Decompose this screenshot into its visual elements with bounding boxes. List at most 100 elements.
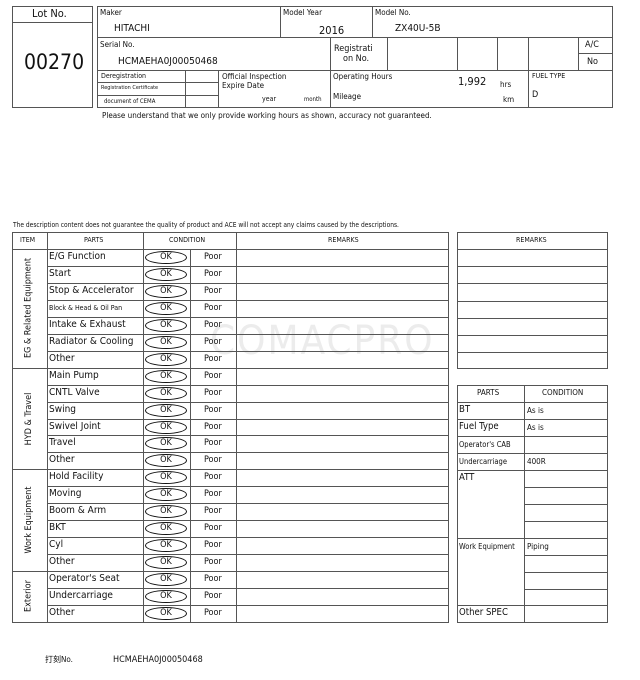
spec-condition: As is [527,406,544,415]
fuel-type-value: D [532,90,539,100]
section-label: Work Equipment [23,486,34,554]
part-name: Other [49,556,75,568]
section-label: HYD & Travel [23,392,34,445]
poor-option: Poor [204,302,222,313]
part-name: Operator's Seat [49,573,120,585]
part-name: Moving [49,488,82,500]
row-divider [47,299,449,301]
km-unit: km [503,95,515,104]
side-remarks-row [457,317,608,319]
lot-number: 00270 [24,50,85,74]
row-divider [47,350,449,352]
column-divider [143,232,144,623]
poor-option: Poor [204,455,222,466]
row-divider [47,401,449,403]
footer-label: 打刻No. [45,655,73,664]
section-divider [12,367,449,369]
poor-option: Poor [204,319,222,330]
spec-part: Other SPEC [459,607,508,618]
lot-label: Lot No. [32,7,67,20]
spec-subrow-divider [524,504,608,505]
operating-hours-label: Operating Hours [333,72,393,81]
ok-circled: OK [145,505,187,519]
poor-option: Poor [204,472,222,483]
poor-option: Poor [204,353,222,364]
part-name: Swing [49,403,76,415]
ok-circled: OK [145,471,187,485]
part-name: Main Pump [49,369,99,381]
poor-option: Poor [204,370,222,381]
spec-row-divider [457,605,608,606]
side-remarks-header: REMARKS [516,236,547,244]
inspection-label: Official Inspection [222,72,287,81]
side-remarks-row [457,249,608,250]
deregistration-label: Deregistration [101,72,147,80]
fuel-type-label: FUEL TYPE [532,72,566,80]
header-divider [12,249,449,250]
part-name: Hold Facility [49,471,104,483]
poor-option: Poor [204,506,222,517]
row-divider [47,435,449,437]
spec-subrow-divider [524,487,608,488]
spec-part: Undercarriage [459,457,507,466]
spec-part: Work Equipment [459,542,515,551]
condition-table [12,232,449,623]
ok-circled: OK [145,606,187,620]
inspection-label-2: Expire Date [222,81,265,90]
spec-header-condition: CONDITION [542,388,584,397]
spec-row-divider [457,419,608,420]
side-remarks-row [457,266,608,268]
header-remarks: REMARKS [328,236,359,244]
ok-circled: OK [145,335,187,349]
section-label: EG & Related Equipment [23,258,34,359]
lot-box [12,6,93,108]
ok-circled: OK [145,556,187,570]
part-name: Boom & Arm [49,505,107,517]
poor-option: Poor [204,268,222,279]
part-name: Other [49,454,75,466]
ok-circled: OK [145,590,187,603]
row-divider [47,418,449,420]
row-divider [47,265,449,267]
column-divider [236,232,237,623]
poor-option: Poor [204,489,222,500]
section-divider [12,571,449,573]
ok-circled: OK [145,437,187,451]
part-name: Block & Head & Oil Pan [49,303,123,312]
spec-row-divider [457,470,608,471]
poor-option: Poor [204,557,222,568]
part-name: Stop & Accelerator [49,284,134,296]
ok-circled: OK [145,539,187,553]
ok-circled: OK [145,573,187,587]
ok-circled: OK [145,420,187,434]
registration-certificate-label: Registration Certificate [101,85,159,91]
hours-notice: Please understand that we only provide w… [102,111,432,120]
cema-document-label: document of CEMA [104,98,156,105]
row-divider [47,384,449,386]
spec-condition: Piping [527,542,549,551]
row-divider [47,537,449,539]
side-remarks-row [457,300,608,302]
poor-option: Poor [204,404,222,415]
part-name: E/G Function [49,251,106,262]
ok-circled: OK [145,369,187,383]
part-name: Other [49,606,75,618]
serial-value: HCMAEHA0J00050468 [118,56,218,67]
ok-circled: OK [145,267,187,281]
vehicle-info-box [97,6,613,108]
spec-subrow-divider [524,521,608,522]
spec-part: Operator's CAB [459,440,511,449]
ac-label: A/C [585,40,599,50]
spec-row-divider [457,453,608,454]
header-condition: CONDITION [169,236,206,244]
poor-option: Poor [204,523,222,534]
part-name: Undercarriage [49,590,113,601]
ok-circled: OK [145,522,187,536]
ok-circled: OK [145,318,187,332]
row-divider [47,333,449,335]
row-divider [47,452,449,454]
section-divider [12,469,449,471]
registration-label: Registrati [334,44,373,54]
side-remarks-row [457,283,608,285]
ok-circled: OK [145,251,187,264]
